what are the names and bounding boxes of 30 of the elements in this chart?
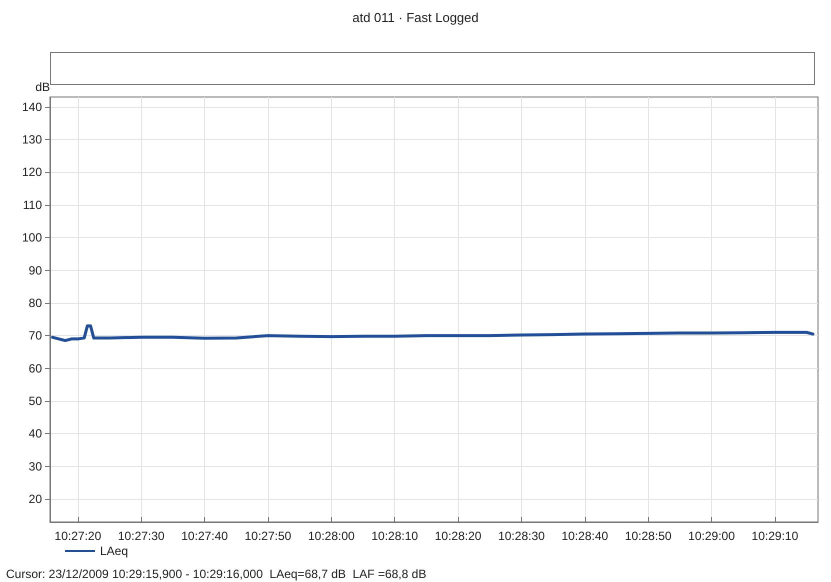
x-tick-label: 10:28:50 (624, 529, 672, 543)
x-tick-label: 10:28:40 (561, 529, 608, 543)
y-tick-label: 30 (28, 459, 42, 474)
legend-label: LAeq (100, 544, 128, 558)
x-tick-label: 10:28:10 (371, 529, 418, 543)
y-tick-label: 60 (28, 361, 42, 376)
y-tick-label: 40 (28, 426, 42, 441)
line-series (51, 324, 814, 342)
y-axis-title: dB (35, 80, 50, 94)
x-tick-label: 10:27:20 (54, 529, 102, 543)
x-tick-label: 10:27:40 (181, 529, 228, 543)
y-tick-label: 70 (28, 328, 42, 343)
y-tick-label: 100 (22, 230, 42, 245)
x-tick-label: 10:28:30 (498, 529, 546, 543)
x-tick-label: 10:29:10 (752, 529, 799, 543)
x-tick-label: 10:28:00 (308, 529, 356, 543)
x-tick-label: 10:28:20 (434, 529, 482, 543)
y-tick-label: 20 (28, 492, 42, 506)
y-tick-label: 140 (22, 100, 42, 114)
text: Cursor: 23/12/2009 10:29:15,900 - 10:29:16,000 LAeq=68,7 dB LAF =68,8 dB (6, 567, 426, 581)
y-tick-label: 80 (28, 296, 42, 310)
x-tick-label: 10:29:00 (688, 529, 736, 543)
x-tick-label: 10:27:30 (118, 529, 165, 543)
chart-title: atd 011 · Fast Logged (352, 10, 479, 25)
y-tick-label: 120 (22, 165, 42, 180)
y-tick-label: 90 (28, 263, 42, 278)
x-tick-label: 10:27:50 (244, 529, 292, 543)
y-tick-label: 130 (22, 132, 42, 146)
y-tick-label: 110 (22, 198, 42, 212)
y-tick-label: 50 (28, 394, 42, 408)
